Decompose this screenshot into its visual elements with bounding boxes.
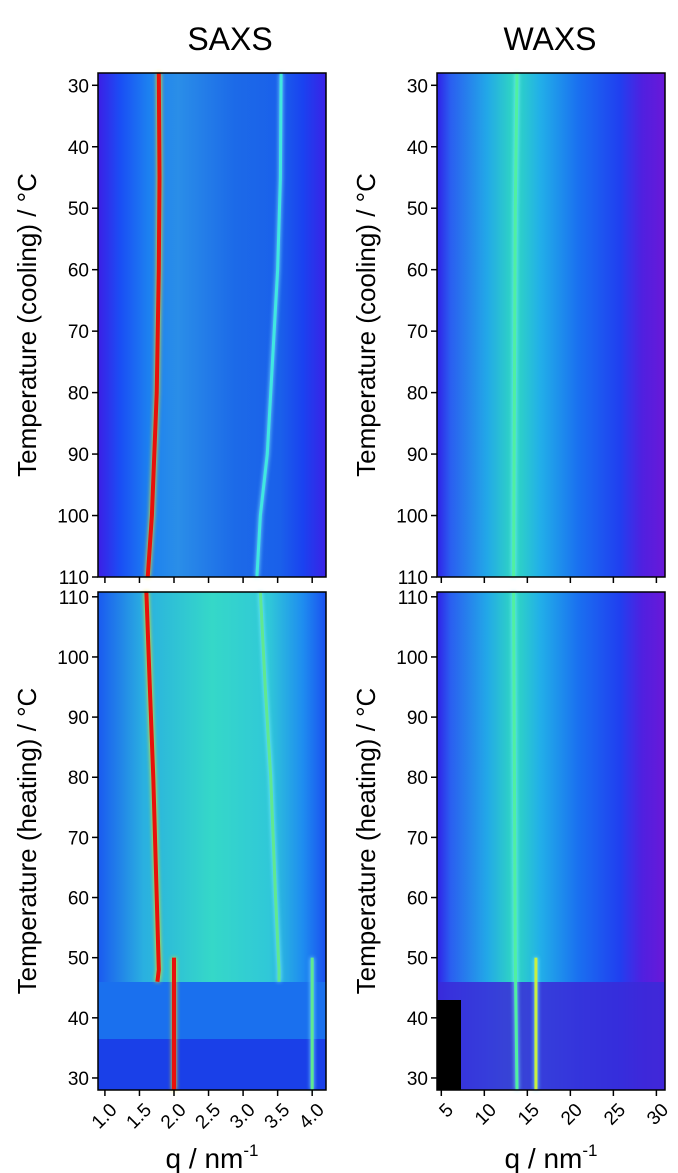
y-tick-label: 30 [407,76,428,97]
y-tick-label: 60 [407,889,428,910]
y-tick-label: 70 [68,322,89,343]
y-tick-label: 80 [68,384,89,405]
y-tick-label: 40 [68,1009,89,1030]
y-tick-label: 50 [68,199,89,220]
y-tick-label: 80 [407,384,428,405]
y-tick-label: 100 [396,507,428,528]
x-tick-label: 2.0 [157,1100,191,1134]
y-tick-label: 110 [398,588,428,609]
y-tick-label: 70 [407,828,428,849]
y-tick-label: 40 [407,138,428,159]
x-axis-label-sup: -1 [243,1141,258,1160]
x-axis-label-sup: -1 [582,1141,597,1160]
x-tick-label: 10 [471,1100,501,1130]
ridge [512,72,519,578]
x-tick-label: 15 [514,1100,544,1130]
y-tick-label: 40 [68,138,89,159]
y-tick-label: 90 [407,445,428,466]
y-tick-label: 110 [59,588,89,609]
y-tick-label: 110 [398,568,428,589]
x-tick-label: 30 [643,1100,673,1130]
ridge [258,591,281,982]
y-tick-label: 110 [59,568,89,589]
ridge [512,591,519,1091]
y-tick-label: 80 [68,768,89,789]
plot-frame [97,72,327,578]
y-tick-label: 100 [57,507,89,528]
y-tick-label: 90 [68,445,89,466]
x-tick-label: 5 [436,1100,458,1122]
x-tick-label: 1.5 [123,1100,157,1134]
y-tick-label: 70 [68,828,89,849]
ridge [255,72,283,578]
plot-frame [436,591,666,1091]
y-tick-label: 90 [68,708,89,729]
x-tick-label: 1.0 [88,1100,122,1134]
y-axis-label: Temperature (cooling) / °C [351,173,381,477]
y-tick-label: 60 [68,261,89,282]
y-tick-label: 70 [407,322,428,343]
y-axis-label: Temperature (heating) / °C [12,688,42,995]
plot-frame [436,72,666,578]
x-tick-label: 3.5 [261,1100,295,1134]
y-tick-label: 90 [407,708,428,729]
x-tick-label: 20 [557,1100,587,1130]
y-tick-label: 40 [407,1009,428,1030]
ridge [145,72,162,578]
plot-frame [97,591,327,1091]
y-tick-label: 50 [68,949,89,970]
panel-title: WAXS [503,21,596,57]
y-tick-label: 100 [396,648,428,669]
y-tick-label: 60 [407,261,428,282]
x-tick-label: 3.0 [226,1100,260,1134]
x-tick-label: 4.0 [295,1100,329,1134]
x-tick-label: 25 [600,1100,630,1130]
y-tick-label: 60 [68,889,89,910]
y-axis-label: Temperature (heating) / °C [351,688,381,995]
x-tick-label: 2.5 [192,1100,226,1134]
panel-title: SAXS [187,21,272,57]
y-tick-label: 30 [407,1069,428,1090]
ridge [144,591,161,982]
panel-background [98,73,665,1090]
y-tick-label: 80 [407,768,428,789]
y-tick-label: 30 [68,1069,89,1090]
y-tick-label: 50 [407,199,428,220]
x-axis-label-text: q / nm [505,1143,583,1173]
y-tick-label: 50 [407,949,428,970]
x-axis-label: q / nm-1 [166,1141,259,1173]
y-axis-label: Temperature (cooling) / °C [12,173,42,477]
x-axis-label: q / nm-1 [505,1141,598,1173]
x-axis-label-text: q / nm [166,1143,244,1173]
y-tick-label: 100 [57,648,89,669]
y-tick-label: 30 [68,76,89,97]
